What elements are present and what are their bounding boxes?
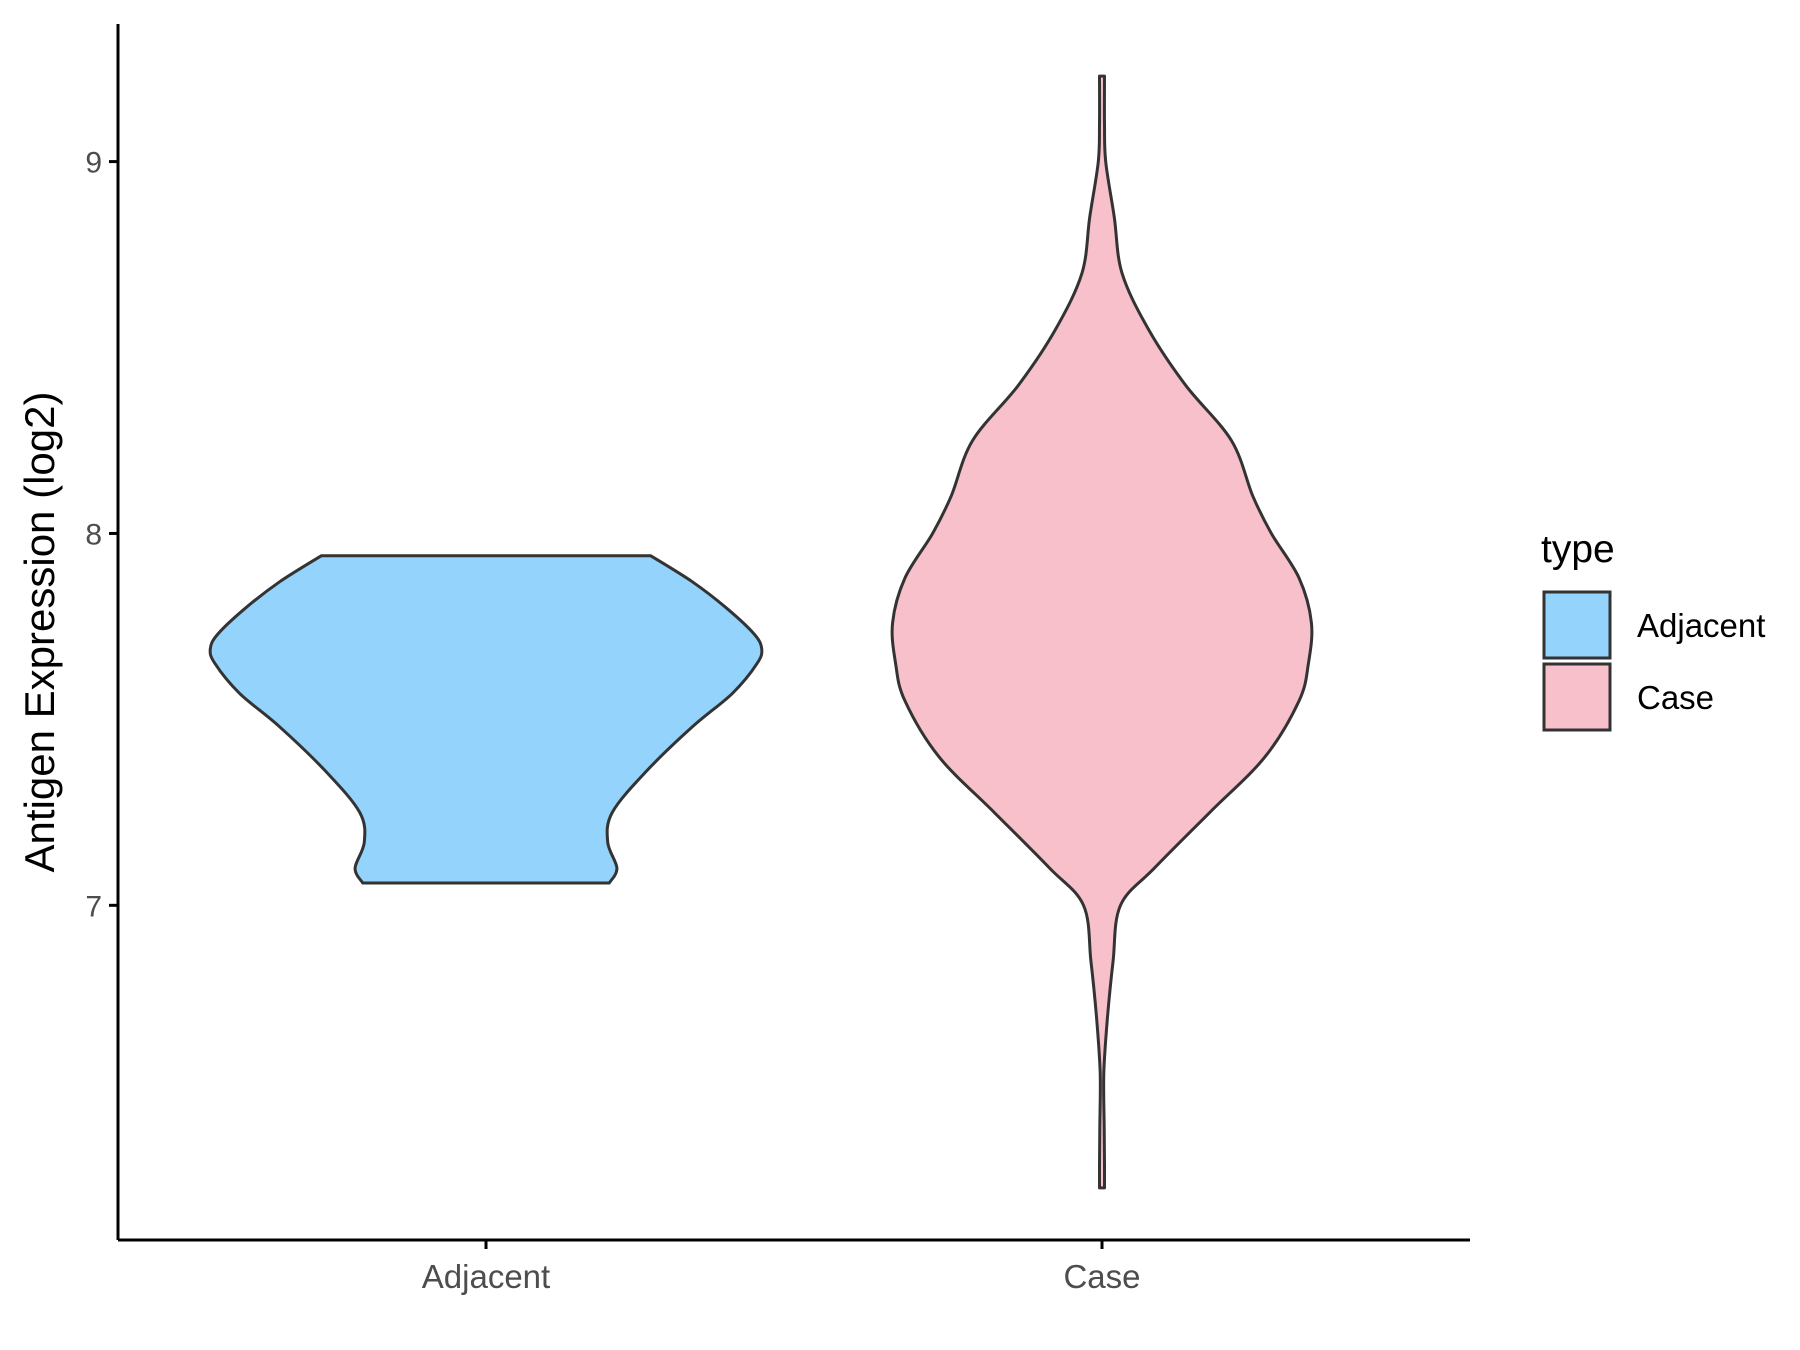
y-tick-label: 8	[85, 518, 102, 551]
y-tick-label: 7	[85, 890, 102, 923]
y-axis-title: Antigen Expression (log2)	[16, 392, 63, 873]
legend-label-case: Case	[1637, 679, 1714, 716]
legend-entries: Adjacent Case	[1542, 590, 1765, 732]
x-tick-group: Adjacent Case	[422, 1240, 1141, 1295]
violin-layer	[208, 74, 1314, 1190]
x-tick-label: Adjacent	[422, 1258, 550, 1295]
legend-swatch-case	[1542, 662, 1612, 732]
y-tick-group: 7 8 9	[85, 147, 118, 923]
axes-layer: 7 8 9 Adjacent Case	[85, 24, 1470, 1295]
y-tick-label: 9	[85, 147, 102, 180]
legend-title: type	[1541, 528, 1615, 571]
legend: type Adjacent Case	[1541, 528, 1765, 732]
legend-label-adjacent: Adjacent	[1637, 607, 1765, 644]
x-tick-label: Case	[1063, 1258, 1140, 1295]
violin-case	[890, 74, 1314, 1190]
violin-adjacent	[208, 554, 764, 885]
legend-swatch-adjacent	[1542, 590, 1612, 660]
